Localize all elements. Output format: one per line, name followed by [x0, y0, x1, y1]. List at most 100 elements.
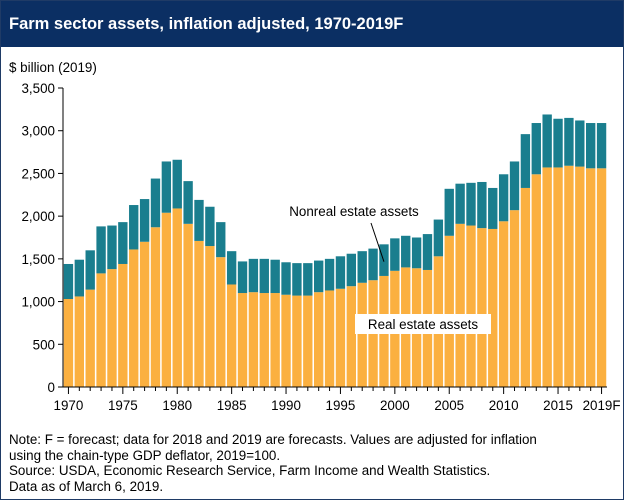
bar-nonreal-estate-1983 [205, 206, 215, 247]
annotation-nonreal-estate: Nonreal estate assets [289, 204, 419, 219]
bar-real-estate-2011 [509, 210, 520, 387]
bar-real-estate-1996 [346, 286, 356, 387]
bar-nonreal-estate-1995 [335, 256, 346, 289]
x-tick-label: 2000 [380, 398, 410, 413]
bar-nonreal-estate-2018 [586, 123, 596, 169]
bar-nonreal-estate-1970 [63, 263, 74, 300]
x-tick-label: 1975 [108, 398, 138, 413]
stacked-bar-chart: $ billion (2019) 0 500 1,000 1,500 2,000 2,50… [9, 60, 621, 413]
bar-nonreal-estate-2013 [531, 123, 541, 175]
y-tick-label: 1,500 [21, 252, 55, 267]
bar-real-estate-1992 [303, 295, 313, 387]
bar-real-estate-1997 [357, 282, 367, 387]
annotation-real-estate-background [355, 314, 491, 334]
bar-real-estate-2012 [520, 187, 531, 387]
bar-nonreal-estate-1976 [129, 205, 139, 250]
bar-nonreal-estate-1971 [74, 259, 84, 297]
bar-nonreal-estate-2000 [390, 238, 400, 271]
bar-nonreal-estate-2008 [477, 181, 487, 229]
bar-nonreal-estate-1980 [172, 159, 182, 209]
bar-nonreal-estate-1978 [150, 178, 161, 228]
x-tick-label: 1995 [326, 398, 356, 413]
bar-nonreal-estate-1997 [357, 251, 367, 283]
y-tick-label: 0 [48, 380, 55, 395]
bar-nonreal-estate-1989 [270, 259, 280, 294]
bar-real-estate-1979 [161, 212, 172, 387]
bar-real-estate-1974 [107, 269, 117, 387]
bar-nonreal-estate-2001 [401, 235, 411, 268]
x-tick-label: 1985 [217, 398, 247, 413]
note-line-1: Note: F = forecast; data for 2018 and 20… [9, 432, 537, 447]
y-tick-label: 500 [33, 337, 55, 352]
bar-real-estate-1977 [139, 241, 150, 387]
bar-nonreal-estate-1975 [118, 222, 128, 264]
bar-real-estate-1978 [150, 227, 161, 387]
x-tick-label: 1970 [54, 398, 84, 413]
bar-nonreal-estate-2004 [433, 219, 444, 257]
bar-nonreal-estate-1981 [183, 181, 193, 224]
bar-nonreal-estate-1982 [194, 199, 204, 241]
x-tick-label: 2019F [583, 398, 621, 413]
bar-real-estate-2010 [498, 221, 509, 387]
bar-nonreal-estate-2014 [542, 114, 552, 168]
chart-notes: Note: F = forecast; data for 2018 and 20… [9, 432, 619, 494]
bar-real-estate-1973 [96, 273, 106, 387]
bar-nonreal-estate-2002 [411, 237, 422, 269]
bar-real-estate-2014 [542, 167, 552, 387]
bar-real-estate-1991 [292, 295, 302, 387]
y-tick-label: 3,000 [21, 124, 55, 139]
bar-nonreal-estate-1990 [281, 262, 291, 295]
bar-nonreal-estate-1974 [107, 225, 117, 270]
bar-real-estate-1981 [183, 223, 193, 387]
y-tick-label: 2,500 [21, 166, 55, 181]
bar-real-estate-2016 [564, 165, 574, 387]
y-tick-label: 1,000 [21, 295, 55, 310]
bar-nonreal-estate-2003 [422, 234, 433, 270]
chart-title: Farm sector assets, inflation adjusted, … [9, 15, 404, 33]
annotation-leader-line [370, 222, 385, 262]
note-line-2: using the chain-type GDP deflator, 2019=… [9, 447, 281, 463]
bar-real-estate-2009 [488, 228, 498, 387]
annotations: Nonreal estate assets Real estate assets [289, 204, 491, 334]
y-tick-label: 2,000 [21, 209, 55, 224]
bar-nonreal-estate-1985 [226, 251, 237, 285]
bar-nonreal-estate-2006 [455, 183, 465, 224]
bar-nonreal-estate-2016 [564, 117, 574, 166]
bar-real-estate-1984 [216, 257, 226, 387]
chart-title-banner: Farm sector assets, inflation adjusted, … [1, 1, 623, 47]
bar-nonreal-estate-1996 [346, 253, 356, 287]
bar-real-estate-1970 [63, 299, 74, 387]
bar-real-estate-1983 [205, 246, 215, 387]
bar-nonreal-estate-2007 [466, 182, 476, 226]
x-tick-label: 2005 [434, 398, 464, 413]
bar-real-estate-2015 [553, 167, 563, 387]
bar-real-estate-1990 [281, 294, 291, 387]
bar-nonreal-estate-2019F [596, 123, 607, 169]
bar-nonreal-estate-2015 [553, 118, 563, 168]
bar-nonreal-estate-2017 [575, 120, 585, 167]
bar-nonreal-estate-1993 [314, 260, 324, 293]
bar-real-estate-1993 [314, 292, 324, 387]
bar-nonreal-estate-1987 [248, 258, 259, 293]
bar-nonreal-estate-1977 [139, 199, 150, 242]
bar-real-estate-2018 [586, 168, 596, 387]
bar-real-estate-1976 [129, 249, 139, 387]
source-line: Source: USDA, Economic Research Service,… [9, 463, 491, 478]
bar-real-estate-1975 [118, 263, 128, 387]
bar-real-estate-1986 [237, 293, 248, 387]
bar-nonreal-estate-2011 [509, 161, 520, 211]
bar-real-estate-1994 [324, 290, 335, 387]
bar-nonreal-estate-1991 [292, 263, 302, 296]
x-tick-label: 2010 [489, 398, 519, 413]
bar-real-estate-1985 [226, 284, 237, 387]
bar-real-estate-2007 [466, 225, 476, 387]
bar-nonreal-estate-1972 [85, 250, 95, 290]
bar-real-estate-1995 [335, 288, 346, 387]
x-tick-label: 1990 [271, 398, 301, 413]
bar-nonreal-estate-1994 [324, 258, 335, 291]
bar-real-estate-1980 [172, 208, 182, 387]
bar-real-estate-2013 [531, 174, 541, 387]
bar-real-estate-1971 [74, 296, 84, 387]
bar-real-estate-1987 [248, 292, 259, 387]
